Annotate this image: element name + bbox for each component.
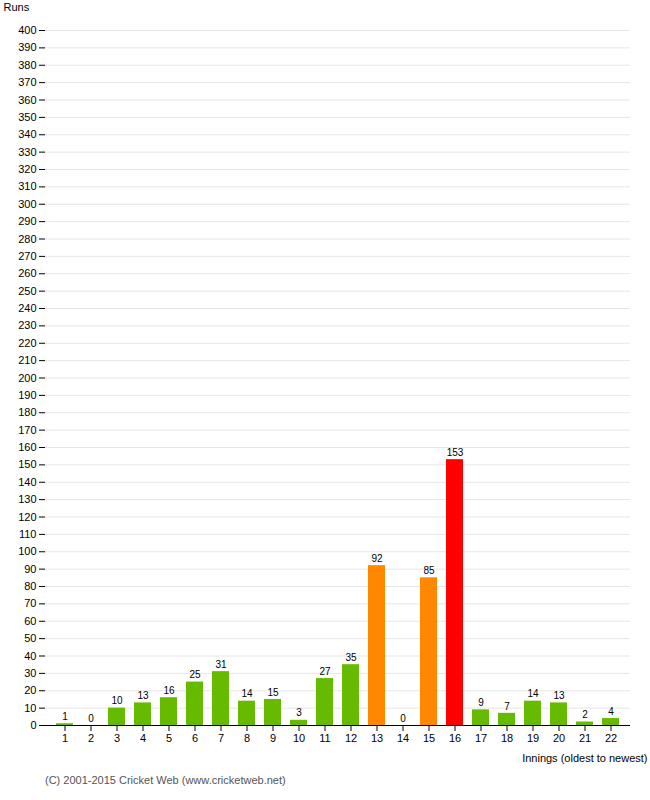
svg-text:110: 110 [19,528,37,540]
svg-text:14: 14 [241,688,253,699]
svg-text:160: 160 [18,441,36,453]
svg-text:390: 390 [18,41,36,53]
svg-text:40: 40 [24,650,36,662]
svg-text:13: 13 [371,732,383,744]
svg-text:180: 180 [18,406,36,418]
svg-text:300: 300 [18,198,36,210]
svg-text:190: 190 [18,389,36,401]
svg-text:230: 230 [18,319,36,331]
svg-text:240: 240 [18,302,36,314]
svg-text:50: 50 [24,632,36,644]
svg-text:280: 280 [18,233,36,245]
svg-text:130: 130 [18,493,36,505]
svg-text:170: 170 [18,424,36,436]
svg-text:9: 9 [478,697,484,708]
svg-text:6: 6 [192,732,198,744]
svg-text:20: 20 [24,684,36,696]
svg-text:330: 330 [18,146,36,158]
svg-text:310: 310 [18,180,36,192]
svg-text:2: 2 [88,732,94,744]
svg-text:4: 4 [140,732,146,744]
svg-text:9: 9 [270,732,276,744]
svg-text:1: 1 [62,711,68,722]
svg-text:15: 15 [423,732,435,744]
svg-text:8: 8 [244,732,250,744]
svg-text:13: 13 [137,690,149,701]
svg-text:80: 80 [24,580,36,592]
svg-text:380: 380 [18,59,36,71]
svg-text:19: 19 [527,732,539,744]
svg-text:14: 14 [527,688,539,699]
svg-text:60: 60 [24,615,36,627]
svg-text:2: 2 [582,709,588,720]
svg-text:13: 13 [553,690,565,701]
svg-text:21: 21 [579,732,591,744]
svg-text:85: 85 [423,565,435,576]
svg-text:360: 360 [18,94,36,106]
svg-text:370: 370 [18,76,36,88]
svg-text:5: 5 [166,732,172,744]
svg-text:18: 18 [501,732,513,744]
svg-text:70: 70 [24,597,36,609]
svg-text:290: 290 [18,215,36,227]
svg-text:250: 250 [18,285,36,297]
svg-text:17: 17 [475,732,487,744]
svg-text:10: 10 [24,702,36,714]
svg-text:320: 320 [18,163,36,175]
svg-text:220: 220 [18,337,36,349]
svg-text:10: 10 [111,695,123,706]
svg-text:270: 270 [18,250,36,262]
svg-text:25: 25 [189,669,201,680]
svg-text:260: 260 [18,267,36,279]
svg-text:120: 120 [18,511,36,523]
svg-text:92: 92 [371,553,383,564]
svg-text:3: 3 [296,707,302,718]
svg-text:1: 1 [62,732,68,744]
svg-text:150: 150 [18,458,36,470]
svg-text:0: 0 [400,713,406,724]
svg-text:100: 100 [18,545,36,557]
svg-text:14: 14 [397,732,409,744]
svg-text:200: 200 [18,372,36,384]
svg-text:350: 350 [18,111,36,123]
svg-text:27: 27 [319,666,331,677]
svg-text:30: 30 [24,667,36,679]
svg-text:16: 16 [163,685,175,696]
svg-text:0: 0 [30,719,36,731]
svg-text:31: 31 [215,659,227,670]
svg-text:340: 340 [18,128,36,140]
svg-text:20: 20 [553,732,565,744]
svg-text:90: 90 [24,563,36,575]
svg-text:0: 0 [88,713,94,724]
svg-text:153: 153 [447,447,464,458]
svg-text:11: 11 [319,732,330,744]
svg-text:10: 10 [293,732,305,744]
svg-text:16: 16 [449,732,461,744]
svg-text:12: 12 [345,732,357,744]
svg-text:Innings (oldest to newest): Innings (oldest to newest) [522,752,647,764]
svg-text:22: 22 [605,732,617,744]
svg-text:210: 210 [18,354,36,366]
svg-text:35: 35 [345,652,357,663]
svg-text:400: 400 [18,24,36,36]
svg-text:140: 140 [18,476,36,488]
svg-text:3: 3 [114,732,120,744]
html-text:(C) 2001-2015 Cricket Web (www: (C) 2001-2015 Cricket Web (www.cricketwe… [45,774,286,786]
svg-text:15: 15 [267,687,279,698]
svg-text:Runs: Runs [4,1,30,13]
svg-text:4: 4 [608,706,614,717]
svg-text:7: 7 [504,701,510,712]
svg-text:7: 7 [218,732,224,744]
